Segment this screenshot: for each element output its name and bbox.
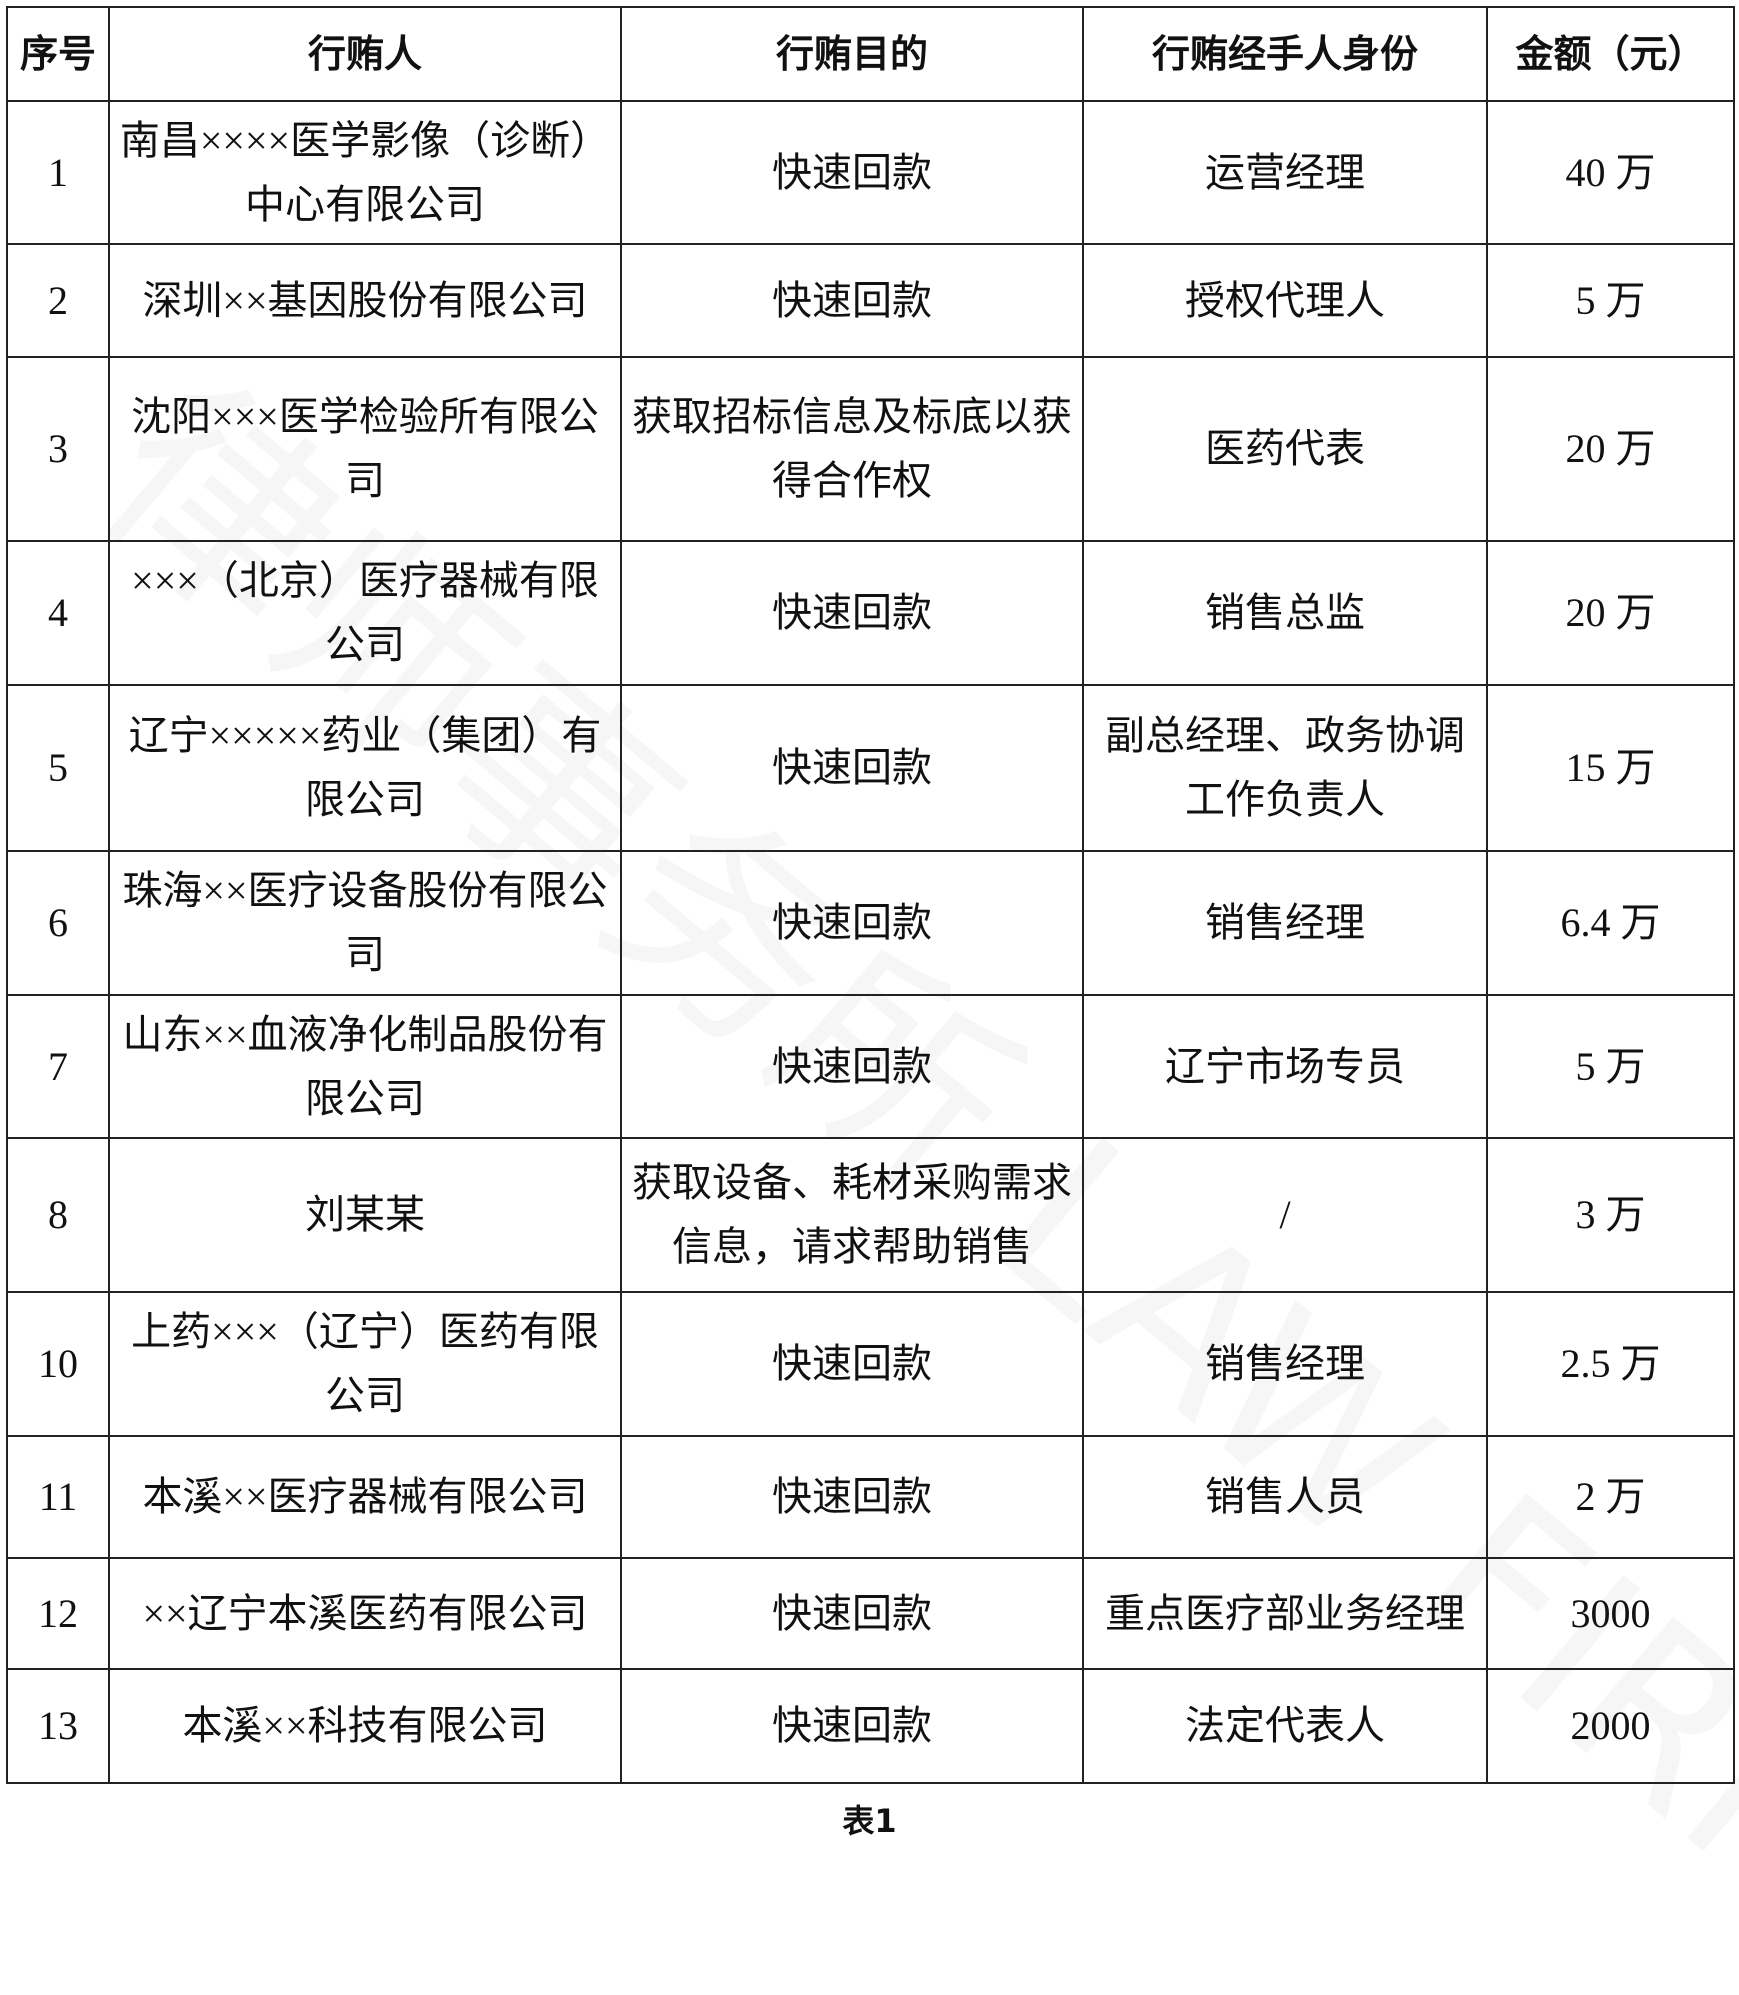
purpose-cell: 快速回款 xyxy=(620,684,1084,852)
purpose-cell: 快速回款 xyxy=(620,1435,1084,1559)
amount-cell: 2.5 万 xyxy=(1486,1291,1735,1437)
briber-cell: 上药×××（辽宁）医药有限公司 xyxy=(108,1291,622,1437)
amount-cell: 5 万 xyxy=(1486,994,1735,1139)
amount-cell: 20 万 xyxy=(1486,540,1735,686)
purpose-cell: 快速回款 xyxy=(620,540,1084,686)
table-row: 5 辽宁×××××药业（集团）有限公司 快速回款 副总经理、政务协调工作负责人 15 万 xyxy=(6,684,1735,852)
purpose-cell: 快速回款 xyxy=(620,994,1084,1139)
table-row: 6 珠海××医疗设备股份有限公司 快速回款 销售经理 6.4 万 xyxy=(6,850,1735,996)
amount-cell: 5 万 xyxy=(1486,243,1735,358)
row-number: 12 xyxy=(6,1557,110,1670)
briber-cell: 山东××血液净化制品股份有限公司 xyxy=(108,994,622,1139)
handler-cell: 授权代理人 xyxy=(1082,243,1488,358)
table-row: 3 沈阳×××医学检验所有限公司 获取招标信息及标底以获得合作权 医药代表 20 万 xyxy=(6,356,1735,542)
row-number: 2 xyxy=(6,243,110,358)
header-amount: 金额（元） xyxy=(1486,6,1735,102)
table-row: 2 深圳××基因股份有限公司 快速回款 授权代理人 5 万 xyxy=(6,243,1735,358)
table-row: 11 本溪××医疗器械有限公司 快速回款 销售人员 2 万 xyxy=(6,1435,1735,1559)
handler-cell: 副总经理、政务协调工作负责人 xyxy=(1082,684,1488,852)
amount-cell: 2000 xyxy=(1486,1668,1735,1784)
handler-cell: 销售人员 xyxy=(1082,1435,1488,1559)
handler-cell: / xyxy=(1082,1137,1488,1293)
briber-cell: ×××（北京）医疗器械有限公司 xyxy=(108,540,622,686)
handler-cell: 医药代表 xyxy=(1082,356,1488,542)
header-purpose: 行贿目的 xyxy=(620,6,1084,102)
row-number: 13 xyxy=(6,1668,110,1784)
amount-cell: 2 万 xyxy=(1486,1435,1735,1559)
purpose-cell: 获取招标信息及标底以获得合作权 xyxy=(620,356,1084,542)
handler-cell: 重点医疗部业务经理 xyxy=(1082,1557,1488,1670)
purpose-cell: 快速回款 xyxy=(620,1557,1084,1670)
purpose-cell: 快速回款 xyxy=(620,1291,1084,1437)
purpose-cell: 获取设备、耗材采购需求信息，请求帮助销售 xyxy=(620,1137,1084,1293)
table-row: 10 上药×××（辽宁）医药有限公司 快速回款 销售经理 2.5 万 xyxy=(6,1291,1735,1437)
briber-cell: 本溪××医疗器械有限公司 xyxy=(108,1435,622,1559)
amount-cell: 15 万 xyxy=(1486,684,1735,852)
table-row: 13 本溪××科技有限公司 快速回款 法定代表人 2000 xyxy=(6,1668,1735,1784)
bribery-table: 序号 行贿人 行贿目的 行贿经手人身份 金额（元） 1 南昌××××医学影像（诊断… xyxy=(6,6,1735,1784)
briber-cell: ××辽宁本溪医药有限公司 xyxy=(108,1557,622,1670)
header-no: 序号 xyxy=(6,6,110,102)
briber-cell: 辽宁×××××药业（集团）有限公司 xyxy=(108,684,622,852)
table-row: 12 ××辽宁本溪医药有限公司 快速回款 重点医疗部业务经理 3000 xyxy=(6,1557,1735,1670)
briber-cell: 沈阳×××医学检验所有限公司 xyxy=(108,356,622,542)
row-number: 6 xyxy=(6,850,110,996)
amount-cell: 3 万 xyxy=(1486,1137,1735,1293)
row-number: 1 xyxy=(6,100,110,245)
handler-cell: 法定代表人 xyxy=(1082,1668,1488,1784)
briber-cell: 本溪××科技有限公司 xyxy=(108,1668,622,1784)
header-row: 序号 行贿人 行贿目的 行贿经手人身份 金额（元） xyxy=(6,6,1735,102)
purpose-cell: 快速回款 xyxy=(620,243,1084,358)
briber-cell: 刘某某 xyxy=(108,1137,622,1293)
table-row: 8 刘某某 获取设备、耗材采购需求信息，请求帮助销售/3 万 xyxy=(6,1137,1735,1293)
table-caption: 表1 xyxy=(842,1802,897,1840)
purpose-cell: 快速回款 xyxy=(620,1668,1084,1784)
row-number: 7 xyxy=(6,994,110,1139)
row-number: 3 xyxy=(6,356,110,542)
handler-cell: 销售经理 xyxy=(1082,850,1488,996)
briber-cell: 南昌××××医学影像（诊断）中心有限公司 xyxy=(108,100,622,245)
table-row: 7 山东××血液净化制品股份有限公司 快速回款 辽宁市场专员 5 万 xyxy=(6,994,1735,1139)
header-handler: 行贿经手人身份 xyxy=(1082,6,1488,102)
briber-cell: 珠海××医疗设备股份有限公司 xyxy=(108,850,622,996)
row-number: 5 xyxy=(6,684,110,852)
handler-cell: 运营经理 xyxy=(1082,100,1488,245)
amount-cell: 6.4 万 xyxy=(1486,850,1735,996)
handler-cell: 销售总监 xyxy=(1082,540,1488,686)
purpose-cell: 快速回款 xyxy=(620,100,1084,245)
row-number: 4 xyxy=(6,540,110,686)
amount-cell: 40 万 xyxy=(1486,100,1735,245)
amount-cell: 3000 xyxy=(1486,1557,1735,1670)
row-number: 11 xyxy=(6,1435,110,1559)
header-briber: 行贿人 xyxy=(108,6,622,102)
amount-cell: 20 万 xyxy=(1486,356,1735,542)
handler-cell: 销售经理 xyxy=(1082,1291,1488,1437)
row-number: 8 xyxy=(6,1137,110,1293)
table-row: 4 ×××（北京）医疗器械有限公司 快速回款 销售总监 20 万 xyxy=(6,540,1735,686)
briber-cell: 深圳××基因股份有限公司 xyxy=(108,243,622,358)
table-row: 1 南昌××××医学影像（诊断）中心有限公司 快速回款 运营经理 40 万 xyxy=(6,100,1735,245)
row-number: 10 xyxy=(6,1291,110,1437)
purpose-cell: 快速回款 xyxy=(620,850,1084,996)
handler-cell: 辽宁市场专员 xyxy=(1082,994,1488,1139)
